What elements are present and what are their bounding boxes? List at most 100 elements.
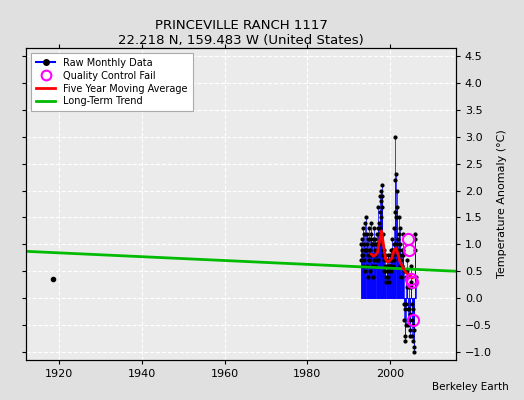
Point [390,209,399,215]
Point [374,225,382,232]
Point [405,284,413,290]
Point [358,236,366,242]
Point [375,220,384,226]
Point [370,257,379,264]
Point [372,241,380,248]
Point [374,257,382,264]
Point [358,246,367,253]
Point [398,246,407,253]
Point [395,230,403,237]
Point [385,257,393,264]
Point [406,311,414,318]
Point [369,236,377,242]
Point [387,268,396,274]
Point [399,268,408,274]
Point [387,246,395,253]
Point [403,268,411,274]
Point [398,263,406,269]
Point [369,241,378,248]
Point [405,306,413,312]
Point [386,263,394,269]
Point [372,252,380,258]
Point [390,225,398,232]
Point [397,257,405,264]
Point [391,176,399,183]
Point [370,236,379,242]
Point [384,252,392,258]
Point [373,230,381,237]
Point [393,241,401,248]
Point [358,252,367,258]
Point [372,263,380,269]
Point [410,327,418,334]
Point [360,257,368,264]
Point [380,246,389,253]
Legend: Raw Monthly Data, Quality Control Fail, Five Year Moving Average, Long-Term Tren: Raw Monthly Data, Quality Control Fail, … [31,53,192,111]
Point [389,257,398,264]
Point [387,246,396,253]
Point [394,252,402,258]
Point [396,263,404,269]
Point [383,268,391,274]
Point [379,246,387,253]
Point [379,257,388,264]
Point [408,300,416,307]
Point [409,322,417,328]
Point [410,230,419,237]
Point [359,225,367,232]
Point [367,252,375,258]
Point [400,332,409,339]
Point [407,263,415,269]
Point [397,274,405,280]
Point [362,214,370,221]
Point [361,268,369,274]
Point [381,268,390,274]
Point [389,263,397,269]
Point [377,187,386,194]
Point [379,252,388,258]
Point [410,349,419,355]
Point [402,274,411,280]
Point [375,241,383,248]
Point [402,322,410,328]
Point [411,274,420,280]
Point [406,327,414,334]
Point [408,332,417,339]
Point [403,306,412,312]
Point [365,257,374,264]
Point [367,241,376,248]
Point [366,220,375,226]
Point [396,241,404,248]
Point [357,252,366,258]
Point [395,246,403,253]
Point [363,263,371,269]
Point [404,322,412,328]
Y-axis label: Temperature Anomaly (°C): Temperature Anomaly (°C) [497,130,507,278]
Point [366,236,374,242]
Point [364,246,373,253]
Point [399,252,408,258]
Point [364,252,372,258]
Point [369,274,378,280]
Point [365,246,374,253]
Point [386,263,395,269]
Point [392,187,401,194]
Point [373,257,381,264]
Point [376,214,385,221]
Point [361,246,369,253]
Point [395,214,403,221]
Point [386,252,394,258]
Point [397,252,406,258]
Point [365,225,373,232]
Point [359,263,368,269]
Point [402,257,411,264]
Point [389,246,398,253]
Point [361,220,369,226]
Point [394,252,402,258]
Point [363,241,371,248]
Point [364,274,372,280]
Point [406,332,414,339]
Point [401,300,410,307]
Point [370,225,378,232]
Point [374,230,383,237]
